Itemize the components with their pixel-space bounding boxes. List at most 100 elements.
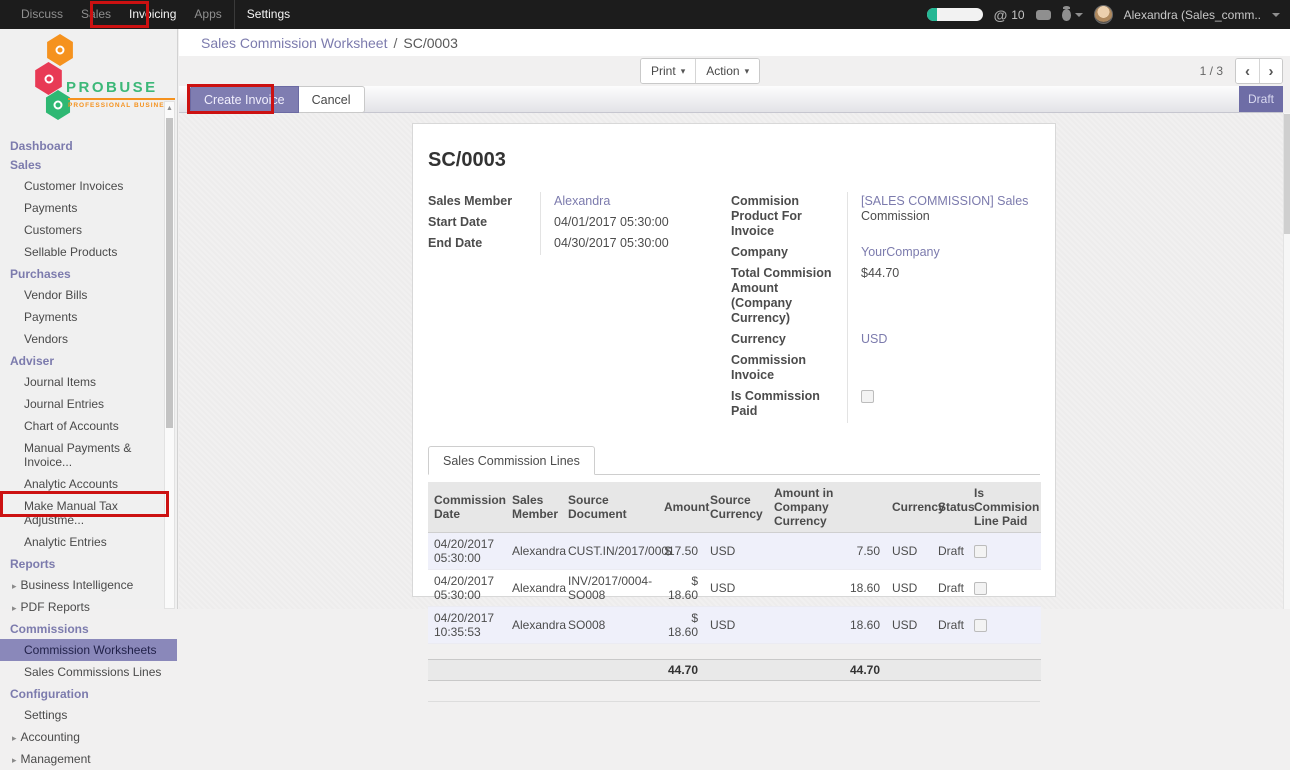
main-scrollbar-thumb[interactable]: [1284, 114, 1290, 234]
table-row[interactable]: 04/20/2017 05:30:00 Alexandra CUST.IN/20…: [428, 533, 1041, 570]
sidebar-item-pdf-reports[interactable]: ▸PDF Reports: [0, 596, 177, 618]
commission-lines-table: Commission Date Sales Member Source Docu…: [428, 482, 1041, 644]
sidebar-item-analytic-accounts[interactable]: Analytic Accounts: [0, 473, 177, 495]
messages-icon[interactable]: [1036, 10, 1051, 20]
record-sheet: SC/0003 Sales Member Alexandra Start Dat…: [412, 123, 1056, 597]
expand-arrow-icon: ▸: [12, 581, 17, 591]
menu-invoicing[interactable]: Invoicing: [120, 0, 185, 29]
table-row[interactable]: 04/20/2017 05:30:00 Alexandra INV/2017/0…: [428, 570, 1041, 607]
cell-status: Draft: [932, 533, 968, 570]
sidebar-item-analytic-entries[interactable]: Analytic Entries: [0, 531, 177, 553]
sales-member-link[interactable]: Alexandra: [554, 194, 610, 208]
pager-count: 1 / 3: [1200, 64, 1223, 78]
sidebar-item-tax-adjustments[interactable]: Make Manual Tax Adjustme...: [0, 495, 177, 531]
cell-source: CUST.IN/2017/0001: [562, 533, 658, 570]
cancel-button[interactable]: Cancel: [299, 86, 365, 113]
pager-previous-button[interactable]: ‹: [1236, 59, 1259, 84]
col-source-currency: Source Currency: [704, 482, 768, 533]
breadcrumb: Sales Commission Worksheet / SC/0003: [179, 29, 1290, 56]
record-title: SC/0003: [428, 149, 1040, 172]
breadcrumb-current: SC/0003: [403, 35, 457, 51]
commission-product-link[interactable]: [SALES COMMISSION] Sales: [861, 194, 1028, 208]
activities-menu[interactable]: @ 10: [994, 7, 1025, 23]
sidebar-item-customer-invoices[interactable]: Customer Invoices: [0, 175, 177, 197]
sidebar-item-customers[interactable]: Customers: [0, 219, 177, 241]
commission-invoice-value: [847, 351, 1040, 387]
field-label: Currency: [731, 330, 847, 351]
total-commission-amount-value: $44.70: [847, 264, 1040, 330]
cell-member: Alexandra: [506, 533, 562, 570]
field-end-date: End Date 04/30/2017 05:30:00: [428, 234, 706, 255]
cell-currency: USD: [886, 533, 932, 570]
sidebar-item-accounting[interactable]: ▸Accounting: [0, 726, 177, 748]
total-amount: 44.70: [658, 660, 704, 681]
statusbar: Create Invoice Cancel Draft: [179, 86, 1283, 113]
currency-link[interactable]: USD: [861, 332, 887, 346]
field-group-left: Sales Member Alexandra Start Date 04/01/…: [428, 192, 706, 423]
cell-date: 04/20/2017 10:35:53: [428, 607, 506, 644]
sidebar-item-commission-worksheets[interactable]: Commission Worksheets: [0, 639, 177, 661]
cell-date: 04/20/2017 05:30:00: [428, 533, 506, 570]
pager-next-button[interactable]: ›: [1259, 59, 1282, 84]
col-amount: Amount: [658, 482, 704, 533]
col-source-document: Source Document: [562, 482, 658, 533]
sidebar-scrollbar[interactable]: ▲: [164, 101, 175, 609]
cell-source: SO008: [562, 607, 658, 644]
company-link[interactable]: YourCompany: [861, 245, 940, 259]
totals-row: 44.70 44.70: [428, 659, 1041, 681]
debug-menu[interactable]: [1062, 9, 1083, 21]
top-navbar: Discuss Sales Invoicing Apps Settings @ …: [0, 0, 1290, 29]
cell-amount-company: 18.60: [768, 570, 886, 607]
sidebar-nav: Dashboard Sales Customer Invoices Paymen…: [0, 129, 177, 770]
chevron-down-icon: [1272, 13, 1280, 17]
sidebar-item-journal-items[interactable]: Journal Items: [0, 371, 177, 393]
sidebar-item-settings[interactable]: Settings: [0, 704, 177, 726]
pager-buttons: ‹ ›: [1235, 58, 1283, 84]
user-menu-label[interactable]: Alexandra (Sales_comm..: [1124, 8, 1261, 22]
col-is-paid: Is Commision Line Paid: [968, 482, 1041, 533]
sidebar-item-journal-entries[interactable]: Journal Entries: [0, 393, 177, 415]
sidebar-item-manual-payments[interactable]: Manual Payments & Invoice...: [0, 437, 177, 473]
sidebar-item-chart-of-accounts[interactable]: Chart of Accounts: [0, 415, 177, 437]
menu-apps[interactable]: Apps: [185, 0, 230, 29]
field-currency: Currency USD: [731, 330, 1040, 351]
sidebar: PROBUSE PROFESSIONAL BUSINESS Dashboard …: [0, 29, 178, 609]
notebook-tabs: Sales Commission Lines: [428, 445, 1040, 475]
cell-amount-company: 7.50: [768, 533, 886, 570]
trial-progress-bar[interactable]: [927, 8, 983, 21]
print-button[interactable]: Print ▾: [641, 59, 695, 83]
bug-icon: [1062, 9, 1071, 21]
menu-settings[interactable]: Settings: [238, 0, 299, 29]
sidebar-item-sellable-products[interactable]: Sellable Products: [0, 241, 177, 263]
sidebar-item-payments-purchases[interactable]: Payments: [0, 306, 177, 328]
main-scrollbar[interactable]: [1283, 113, 1290, 609]
status-badge-draft[interactable]: Draft: [1239, 86, 1283, 112]
sidebar-item-business-intelligence[interactable]: ▸Business Intelligence: [0, 574, 177, 596]
sidebar-item-sales-commissions-lines[interactable]: Sales Commissions Lines: [0, 661, 177, 683]
menu-discuss[interactable]: Discuss: [12, 0, 72, 29]
expand-arrow-icon: ▸: [12, 603, 17, 613]
breadcrumb-parent-link[interactable]: Sales Commission Worksheet: [201, 35, 387, 51]
trial-progress-fill: [927, 8, 937, 21]
tab-sales-commission-lines[interactable]: Sales Commission Lines: [428, 446, 595, 475]
menu-sales[interactable]: Sales: [72, 0, 120, 29]
create-invoice-button[interactable]: Create Invoice: [190, 86, 299, 113]
action-button[interactable]: Action ▾: [695, 59, 759, 83]
scroll-up-icon[interactable]: ▲: [165, 102, 174, 112]
sidebar-item-management[interactable]: ▸Management: [0, 748, 177, 770]
col-status: Status: [932, 482, 968, 533]
field-label: Total Commision Amount (Company Currency…: [731, 264, 847, 330]
field-company: Company YourCompany: [731, 243, 1040, 264]
sidebar-item-vendors[interactable]: Vendors: [0, 328, 177, 350]
sidebar-heading-adviser: Adviser: [0, 350, 177, 371]
sidebar-item-vendor-bills[interactable]: Vendor Bills: [0, 284, 177, 306]
sidebar-item-payments-sales[interactable]: Payments: [0, 197, 177, 219]
avatar[interactable]: [1094, 5, 1113, 24]
sidebar-item-dashboard[interactable]: Dashboard: [0, 135, 177, 154]
table-row[interactable]: 04/20/2017 10:35:53 Alexandra SO008 $ 18…: [428, 607, 1041, 644]
logo-title: PROBUSE: [66, 79, 158, 96]
sidebar-scrollbar-thumb[interactable]: [166, 118, 173, 428]
sidebar-heading-sales: Sales: [0, 154, 177, 175]
menu-separator: [234, 0, 235, 29]
field-groups: Sales Member Alexandra Start Date 04/01/…: [428, 192, 1040, 423]
